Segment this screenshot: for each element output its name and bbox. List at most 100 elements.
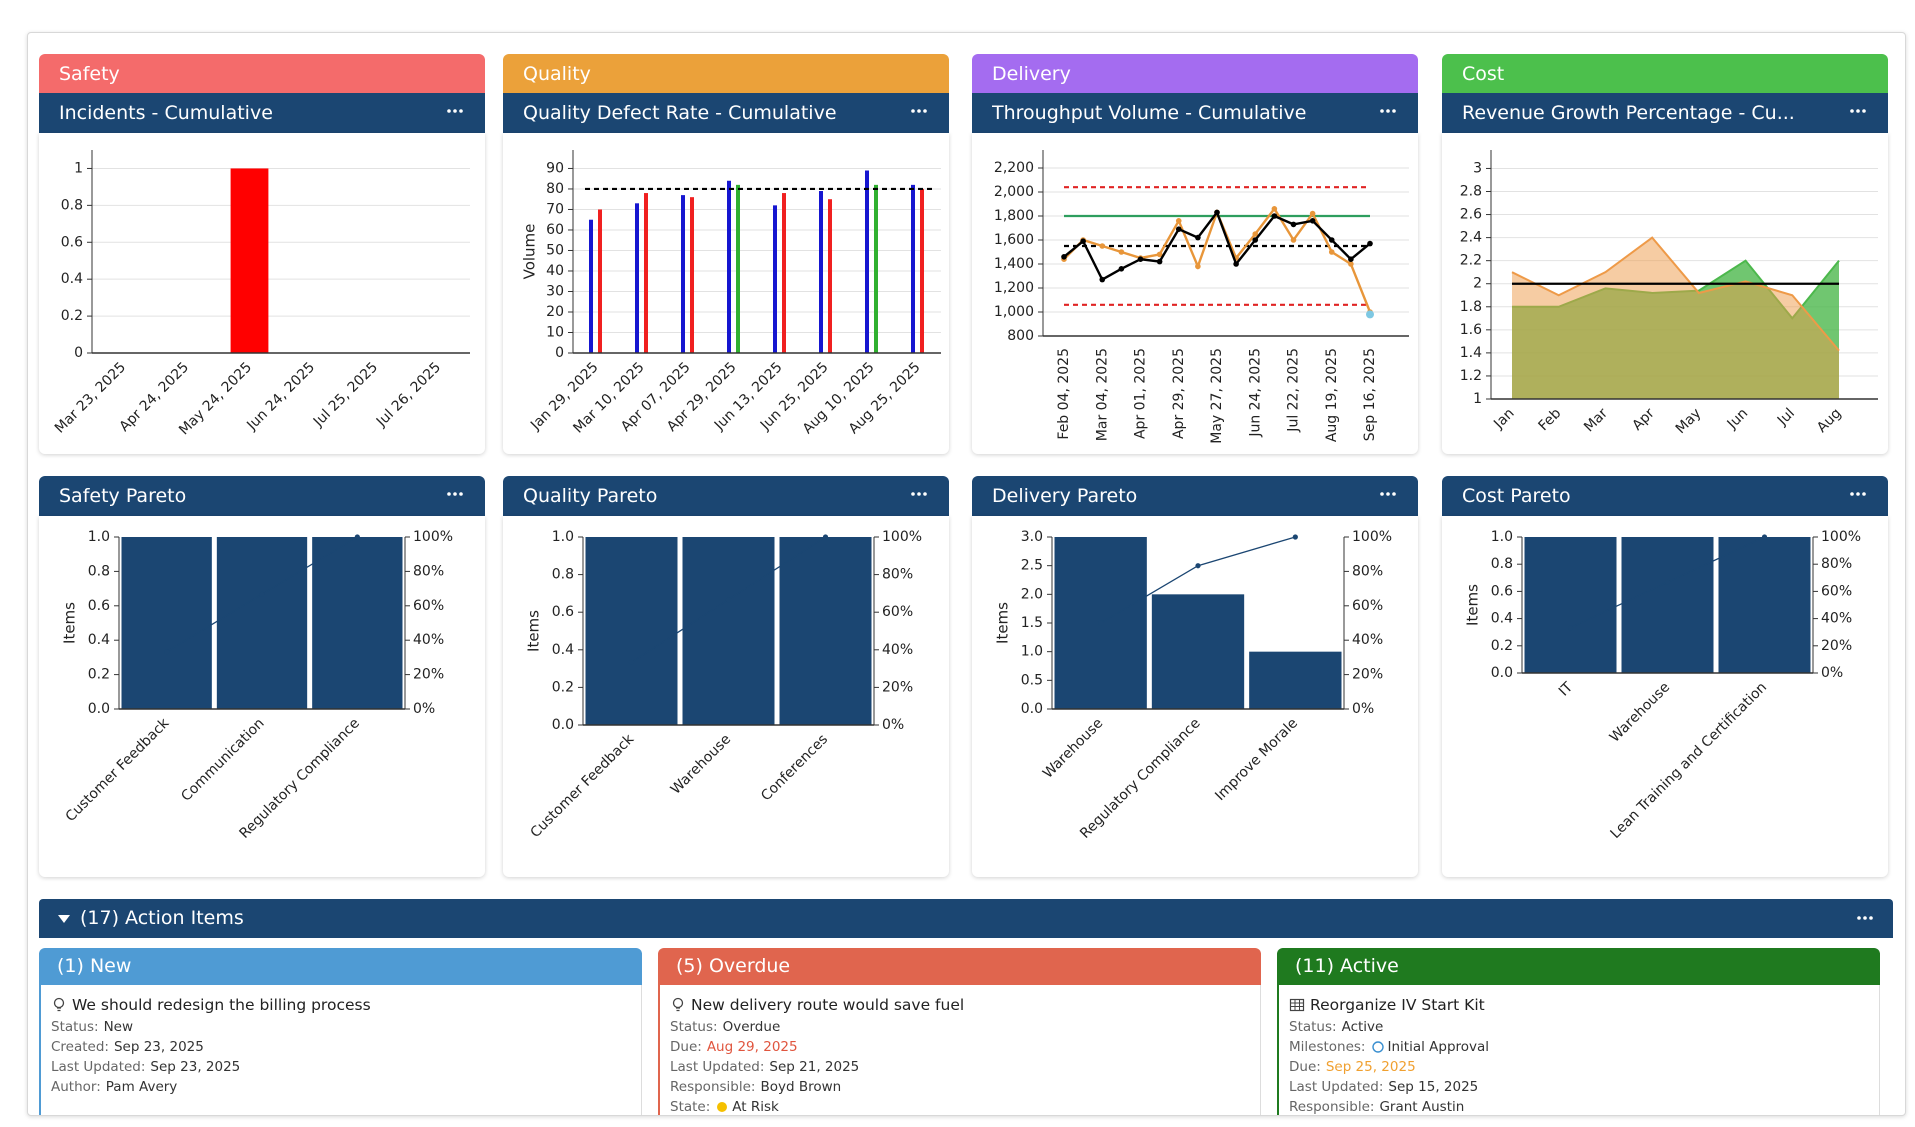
point bbox=[1366, 310, 1374, 319]
x-tick-label: Apr 29, 2025 bbox=[1171, 348, 1187, 439]
field-value: Sep 15, 2025 bbox=[1388, 1079, 1479, 1095]
y-tick-label: 0.4 bbox=[552, 642, 574, 658]
chart: 0.0 0.2 0.4 0.6 0.8 1.0 0% 20% 40% 60% 80% 100% Item… bbox=[1464, 529, 1862, 842]
point bbox=[1099, 276, 1106, 283]
collapse-toggle[interactable] bbox=[57, 914, 71, 924]
column-header: (1) New bbox=[39, 948, 642, 985]
x-tick-label: Apr bbox=[1629, 405, 1658, 434]
bar bbox=[727, 180, 731, 353]
field-value: Overdue bbox=[722, 1019, 781, 1035]
menu-button[interactable] bbox=[445, 107, 465, 115]
chart: 800 1,000 1,200 1,400 1,600 1,800 2,000 2,200 Fe… bbox=[994, 150, 1409, 444]
panel-title: Throughput Volume - Cumulative bbox=[992, 102, 1307, 124]
field-label: Last Updated: bbox=[51, 1059, 146, 1075]
menu-button[interactable] bbox=[1848, 490, 1868, 498]
y-tick-label: 0.0 bbox=[1491, 665, 1513, 681]
y-tick-label: 0.4 bbox=[88, 632, 110, 648]
x-tick-label: Customer Feedback bbox=[63, 715, 173, 825]
section-header: Delivery bbox=[972, 54, 1418, 94]
chart: 0.0 0.2 0.4 0.6 0.8 1.0 0% 20% 40% 60% 80% 100% Item… bbox=[525, 529, 923, 841]
action-item[interactable]: We should redesign the billing process St… bbox=[41, 985, 641, 1115]
item-icon bbox=[1289, 998, 1305, 1012]
menu-dot bbox=[911, 492, 915, 496]
bar bbox=[865, 170, 869, 353]
y2-tick-label: 60% bbox=[1821, 583, 1852, 599]
point bbox=[1252, 237, 1259, 243]
y-tick-label: 0.8 bbox=[88, 563, 110, 579]
y-tick-label: 3.0 bbox=[1021, 529, 1043, 545]
field-row: Status: New bbox=[51, 1017, 641, 1037]
y-tick-label: 0.0 bbox=[1021, 701, 1043, 717]
y-tick-label: 1.0 bbox=[1021, 644, 1043, 660]
action-item[interactable]: Reorganize IV Start Kit Status: Active Mile… bbox=[1279, 985, 1879, 1115]
bar bbox=[782, 193, 786, 353]
field-label: Status: bbox=[51, 1019, 99, 1035]
area-fill bbox=[1512, 237, 1839, 399]
point bbox=[1290, 221, 1297, 228]
field-label: Milestones: bbox=[1289, 1039, 1366, 1055]
point bbox=[1156, 258, 1163, 265]
section-header: Safety bbox=[39, 54, 485, 94]
y-tick-label: 1.8 bbox=[1460, 299, 1482, 315]
y-axis-label: Items bbox=[994, 602, 1012, 644]
y-tick-label: 1.0 bbox=[552, 529, 574, 545]
y-tick-label: 10 bbox=[546, 324, 564, 340]
point bbox=[1761, 534, 1768, 540]
point bbox=[628, 659, 635, 665]
y2-tick-label: 0% bbox=[1821, 665, 1843, 681]
table-lines bbox=[1290, 999, 1304, 1011]
x-tick-label: Improve Morale bbox=[1212, 715, 1301, 804]
y2-tick-label: 60% bbox=[882, 604, 913, 620]
field-value: At Risk bbox=[732, 1099, 779, 1115]
y-tick-label: 1,200 bbox=[994, 280, 1034, 296]
bar bbox=[230, 168, 269, 353]
action-item[interactable]: New delivery route would save fuel Status… bbox=[660, 985, 1260, 1115]
y2-tick-label: 20% bbox=[1821, 638, 1852, 654]
y-tick-label: 1 bbox=[1473, 391, 1482, 407]
menu-button[interactable] bbox=[1855, 914, 1875, 922]
panel-body: 0 0.2 0.4 0.6 0.8 1 Mar 23, 2025 Apr 24, 2025 Ma… bbox=[39, 133, 485, 454]
y-tick-label: 0 bbox=[74, 345, 83, 361]
x-tick-label: Jul bbox=[1774, 405, 1798, 429]
item-icon bbox=[53, 997, 65, 1012]
menu-dot bbox=[1380, 492, 1384, 496]
menu-dot bbox=[1386, 109, 1390, 113]
point bbox=[1098, 620, 1104, 626]
y-tick-label: 0.5 bbox=[1021, 672, 1043, 688]
x-tick-label: Jul 25, 2025 bbox=[310, 359, 381, 430]
field-label: Author: bbox=[51, 1079, 101, 1095]
y2-tick-label: 20% bbox=[1352, 667, 1383, 683]
y-tick-label: 0.6 bbox=[61, 234, 83, 250]
y2-tick-label: 0% bbox=[882, 717, 904, 733]
panel-title: Safety Pareto bbox=[59, 485, 187, 507]
menu-button[interactable] bbox=[1378, 490, 1398, 498]
menu-button[interactable] bbox=[909, 490, 929, 498]
x-tick-label: May bbox=[1673, 405, 1705, 437]
point bbox=[1309, 210, 1316, 217]
y-tick-label: 1 bbox=[74, 160, 83, 176]
menu-button[interactable] bbox=[1848, 107, 1868, 115]
panel-title: Revenue Growth Percentage - Cu... bbox=[1462, 102, 1795, 124]
field-label: Status: bbox=[1289, 1019, 1337, 1035]
menu-button[interactable] bbox=[445, 490, 465, 498]
menu-button[interactable] bbox=[909, 107, 929, 115]
menu-button[interactable] bbox=[1378, 107, 1398, 115]
y2-tick-label: 80% bbox=[1821, 556, 1852, 572]
field-value: Sep 21, 2025 bbox=[769, 1059, 860, 1075]
action-item-title: Reorganize IV Start Kit bbox=[1310, 996, 1485, 1014]
panel-title-bar: Quality Defect Rate - Cumulative bbox=[503, 93, 949, 133]
y2-tick-label: 100% bbox=[1352, 529, 1392, 545]
y-tick-label: 1.6 bbox=[1460, 322, 1482, 338]
menu-dot bbox=[923, 109, 927, 113]
menu-dot bbox=[911, 109, 915, 113]
x-tick-label: Aug bbox=[1814, 405, 1845, 436]
field-value: Sep 25, 2025 bbox=[1325, 1059, 1416, 1075]
menu-dot bbox=[1857, 916, 1861, 920]
x-tick-label: May 27, 2025 bbox=[1209, 348, 1225, 444]
x-tick-label: Mar 04, 2025 bbox=[1094, 348, 1110, 441]
x-tick-label: Sep 16, 2025 bbox=[1362, 348, 1378, 441]
point bbox=[1175, 226, 1182, 232]
point bbox=[1156, 251, 1163, 258]
y-tick-label: 1.0 bbox=[1491, 529, 1513, 545]
